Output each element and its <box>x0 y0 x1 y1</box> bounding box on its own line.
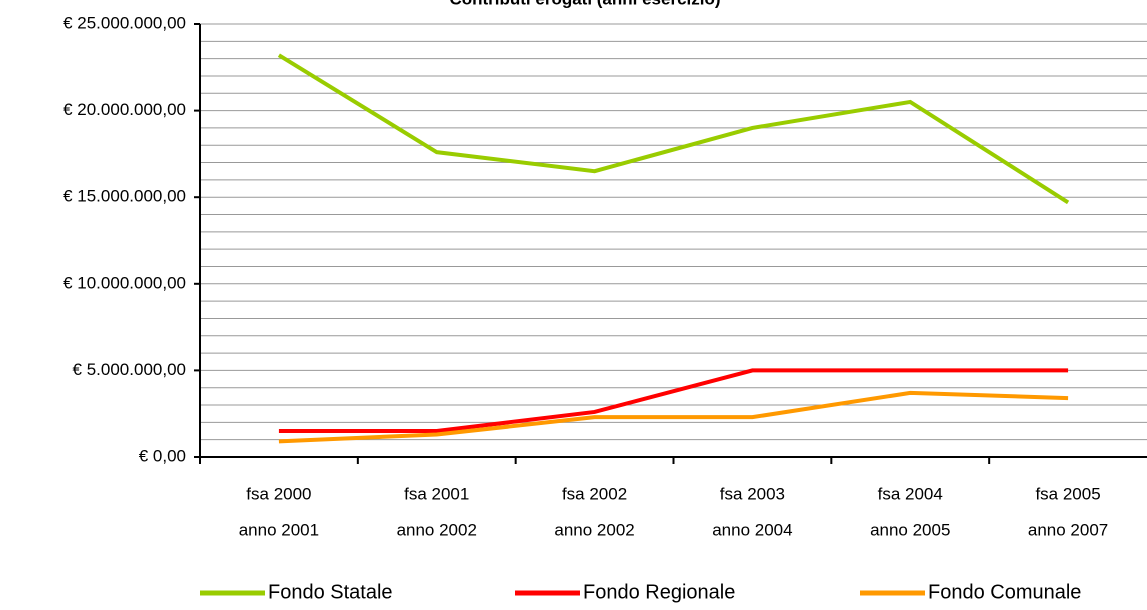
x-tick-label: anno 2002 <box>554 520 634 539</box>
x-tick-label: fsa 2002 <box>562 484 627 503</box>
y-tick-label: € 10.000.000,00 <box>63 273 186 292</box>
x-tick-label: anno 2007 <box>1028 520 1108 539</box>
x-tick-label: fsa 2005 <box>1035 484 1100 503</box>
chart-title: Contributi erogati (anni esercizio) <box>449 0 720 8</box>
y-tick-label: € 0,00 <box>139 446 186 465</box>
x-tick-label: anno 2004 <box>712 520 792 539</box>
x-tick-label: fsa 2003 <box>720 484 785 503</box>
y-tick-label: € 25.000.000,00 <box>63 13 186 32</box>
x-tick-label: anno 2001 <box>239 520 319 539</box>
x-tick-label: anno 2005 <box>870 520 950 539</box>
series-line <box>278 390 1069 444</box>
x-tick-label: fsa 2001 <box>404 484 469 503</box>
series-line <box>278 368 1069 434</box>
y-tick-label: € 5.000.000,00 <box>73 360 186 379</box>
legend-label: Fondo Comunale <box>928 581 1081 603</box>
legend-label: Fondo Regionale <box>583 581 735 603</box>
x-tick-label: fsa 2000 <box>246 484 311 503</box>
legend-label: Fondo Statale <box>268 581 393 603</box>
x-tick-label: fsa 2004 <box>878 484 943 503</box>
series-line <box>277 53 1070 205</box>
y-tick-label: € 15.000.000,00 <box>63 187 186 206</box>
y-tick-label: € 20.000.000,00 <box>63 100 186 119</box>
x-tick-label: anno 2002 <box>397 520 477 539</box>
